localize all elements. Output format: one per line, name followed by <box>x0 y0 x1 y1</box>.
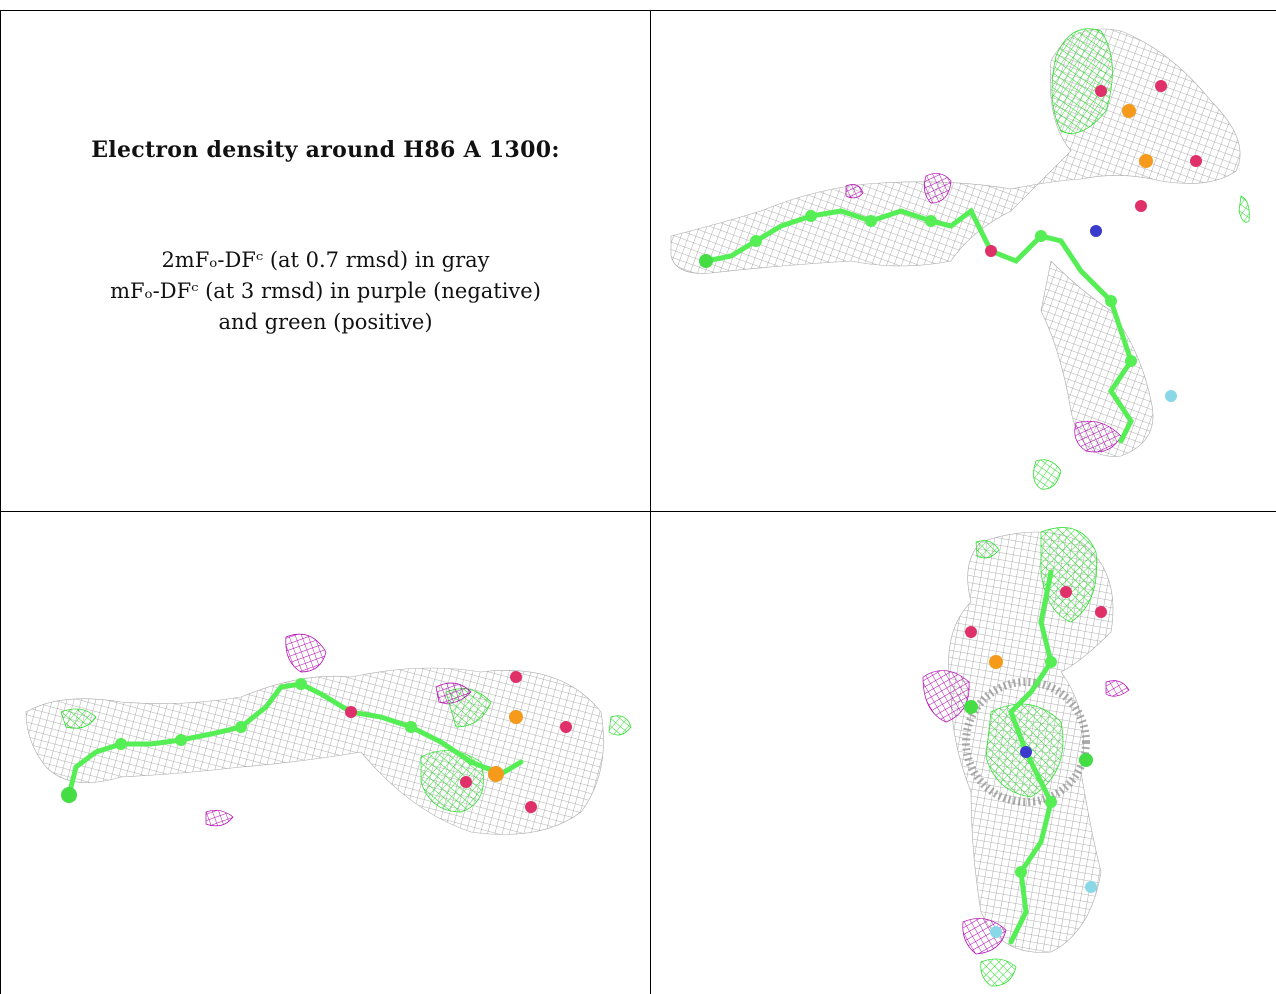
green-positive-blob-4 <box>608 715 632 736</box>
purple-negative-blob-3 <box>845 184 864 199</box>
gray-density-mesh <box>670 28 1241 457</box>
caption-line-colors: and green (positive) <box>218 310 433 334</box>
caption-cell: Electron density around H86 A 1300: 2mFₒ… <box>1 11 650 511</box>
caption-description: 2mFₒ-DFᶜ (at 0.7 rmsd) in gray mFₒ-DFᶜ (… <box>1 245 650 338</box>
ligand-atoms <box>699 80 1202 402</box>
purple-negative-blob-2 <box>205 810 234 827</box>
table-border-left <box>0 10 1 994</box>
purple-negative-blob-1 <box>924 173 952 204</box>
density-view-bottom-left <box>1 512 650 994</box>
density-view-top-right <box>651 11 1276 511</box>
density-view-bottom-right <box>651 512 1276 994</box>
caption-line-fofc: mFₒ-DFᶜ (at 3 rmsd) in purple (negative) <box>110 279 541 303</box>
caption-title: Electron density around H86 A 1300: <box>91 137 560 163</box>
density-image-3 <box>922 527 1130 987</box>
green-positive-blob-1 <box>1051 28 1113 134</box>
green-positive-blob-2 <box>1033 459 1062 490</box>
ligand-bonds <box>703 207 1134 444</box>
caption-line-2fofc: 2mFₒ-DFᶜ (at 0.7 rmsd) in gray <box>161 248 490 272</box>
density-image-2 <box>25 633 632 835</box>
table-border-middle <box>0 511 1276 512</box>
ligand-atoms <box>61 671 572 813</box>
table-border-top <box>0 10 1276 11</box>
purple-negative-blob-3 <box>435 682 472 704</box>
green-positive-blob-3 <box>980 958 1017 987</box>
density-image-1 <box>670 28 1250 490</box>
gray-dense-ring <box>962 678 1090 806</box>
green-positive-blob-4 <box>975 540 1000 559</box>
purple-negative-blob-3 <box>1105 680 1130 697</box>
green-positive-blob-3 <box>1238 195 1250 223</box>
green-positive-blob-3 <box>60 708 97 729</box>
green-positive-blob-1 <box>1040 527 1097 623</box>
ligand-atoms <box>964 586 1107 938</box>
table-border-center <box>650 10 651 994</box>
purple-negative-blob-2 <box>1074 420 1122 453</box>
purple-negative-blob-1 <box>285 633 327 673</box>
